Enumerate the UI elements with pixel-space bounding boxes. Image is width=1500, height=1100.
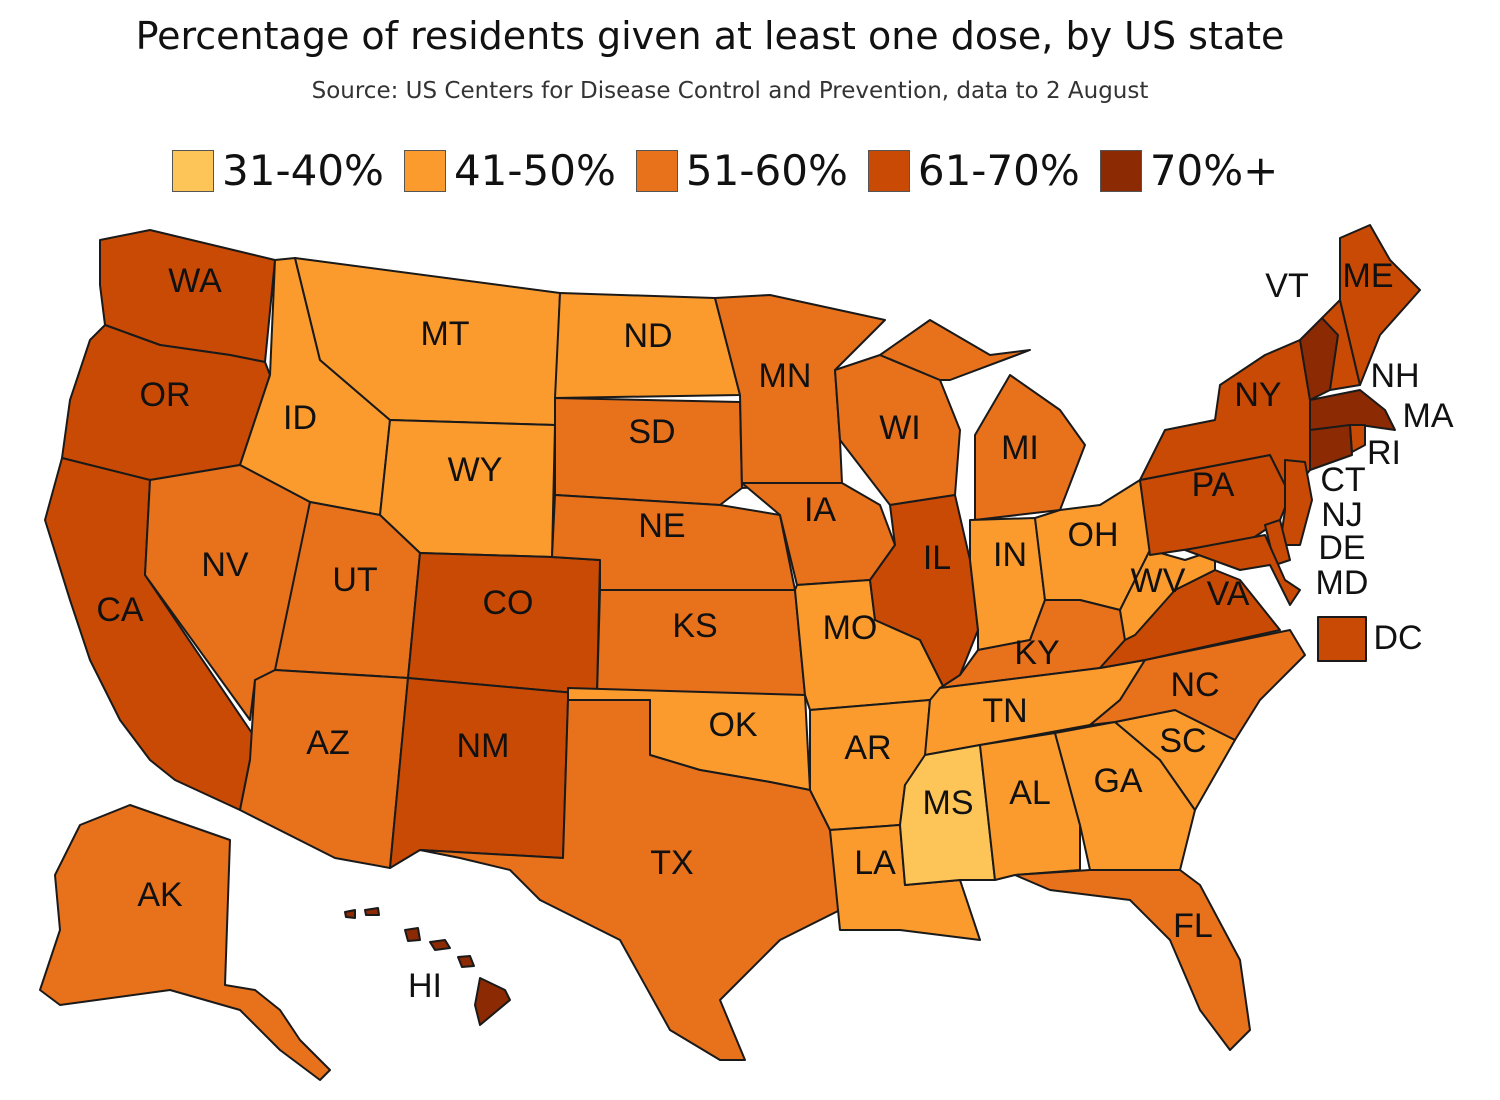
state-label-ia: IA	[804, 491, 836, 529]
state-label-hi: HI	[408, 967, 442, 1005]
state-hi-oahu[interactable]	[429, 939, 451, 951]
state-hi-niihau[interactable]	[364, 907, 380, 916]
state-ak[interactable]	[39, 804, 331, 1081]
state-label-md: MD	[1316, 564, 1369, 602]
state-label-la: LA	[854, 844, 896, 882]
state-label-sc: SC	[1159, 722, 1206, 760]
state-label-va: VA	[1207, 575, 1250, 613]
state-label-wy: WY	[448, 451, 503, 489]
state-label-az: AZ	[306, 724, 349, 762]
state-label-ut: UT	[332, 561, 377, 599]
legend-swatch	[403, 149, 446, 192]
state-label-ar: AR	[844, 729, 891, 767]
state-label-nh: NH	[1370, 357, 1419, 395]
state-ct[interactable]	[1309, 424, 1353, 471]
state-md[interactable]	[1184, 534, 1301, 606]
state-label-wv: WV	[1131, 562, 1186, 600]
state-hi-molokai[interactable]	[344, 909, 356, 919]
state-label-dc: DC	[1373, 619, 1422, 657]
state-label-tn: TN	[982, 692, 1027, 730]
state-az[interactable]	[239, 669, 409, 869]
legend-item: 41-50%	[403, 146, 616, 195]
state-label-ct: CT	[1320, 461, 1365, 499]
legend-item: 31-40%	[172, 146, 384, 195]
state-label-ga: GA	[1093, 762, 1142, 800]
state-label-mi: MI	[1001, 429, 1039, 467]
state-label-nm: NM	[457, 727, 510, 765]
state-label-mo: MO	[823, 609, 878, 647]
state-co[interactable]	[407, 552, 601, 696]
state-label-nd: ND	[623, 317, 672, 355]
state-label-vt: VT	[1265, 267, 1308, 305]
state-me[interactable]	[1339, 224, 1421, 386]
state-label-ma: MA	[1403, 397, 1454, 435]
state-label-tx: TX	[650, 844, 693, 882]
state-ri[interactable]	[1349, 424, 1366, 453]
legend-label: 51-60%	[685, 146, 848, 195]
state-label-ri: RI	[1367, 434, 1401, 472]
state-label-mn: MN	[759, 357, 812, 395]
legend-label: 70%+	[1149, 146, 1279, 195]
state-label-wi: WI	[879, 409, 921, 447]
map-title: Percentage of residents given at least o…	[135, 14, 1285, 58]
state-nc[interactable]	[1089, 629, 1306, 741]
state-label-oh: OH	[1068, 516, 1119, 554]
legend-item: 51-60%	[635, 146, 848, 195]
legend-swatch	[172, 149, 214, 192]
state-label-mt: MT	[420, 315, 469, 353]
state-label-ny: NY	[1234, 376, 1281, 414]
state-label-ak: AK	[137, 876, 183, 914]
state-label-ne: NE	[638, 507, 685, 545]
state-label-me: ME	[1343, 257, 1394, 295]
state-label-ms: MS	[923, 784, 974, 822]
map-subtitle: Source: US Centers for Disease Control a…	[311, 78, 1149, 104]
state-label-id: ID	[283, 399, 317, 437]
state-tx[interactable]	[419, 699, 841, 1061]
state-label-al: AL	[1009, 774, 1051, 812]
legend-swatch	[635, 149, 678, 192]
state-hi[interactable]	[474, 977, 511, 1026]
state-dc[interactable]	[1317, 616, 1367, 662]
legend-label: 31-40%	[222, 146, 384, 195]
legend-item: 70%+	[1099, 146, 1279, 195]
state-nh[interactable]	[1321, 299, 1361, 391]
legend-swatch	[1099, 149, 1142, 192]
state-label-ok: OK	[708, 706, 757, 744]
state-label-nj: NJ	[1321, 496, 1363, 534]
legend-item: 61-70%	[867, 146, 1080, 195]
state-fl[interactable]	[1014, 869, 1251, 1051]
state-label-de: DE	[1318, 529, 1365, 567]
state-label-co: CO	[483, 584, 534, 622]
legend: 31-40% 41-50% 51-60% 61-70% 70%+	[172, 146, 1298, 195]
state-label-or: OR	[140, 376, 191, 414]
state-label-sd: SD	[628, 413, 675, 451]
legend-swatch	[867, 149, 910, 192]
state-label-fl: FL	[1173, 907, 1213, 945]
state-label-ca: CA	[96, 591, 144, 629]
state-mi-upper[interactable]	[879, 319, 1031, 381]
state-hi-maui[interactable]	[457, 955, 475, 968]
state-label-nv: NV	[201, 546, 249, 584]
legend-label: 41-50%	[453, 146, 616, 195]
state-label-wa: WA	[168, 262, 222, 300]
state-label-il: IL	[923, 539, 951, 577]
state-hi-kauai[interactable]	[404, 927, 421, 942]
legend-label: 61-70%	[917, 146, 1080, 195]
state-nj[interactable]	[1279, 459, 1313, 546]
state-label-pa: PA	[1192, 466, 1235, 504]
state-label-nc: NC	[1170, 666, 1219, 704]
state-label-in: IN	[993, 536, 1027, 574]
state-label-ks: KS	[672, 607, 717, 645]
state-sd[interactable]	[554, 397, 743, 506]
state-label-ky: KY	[1014, 634, 1059, 672]
